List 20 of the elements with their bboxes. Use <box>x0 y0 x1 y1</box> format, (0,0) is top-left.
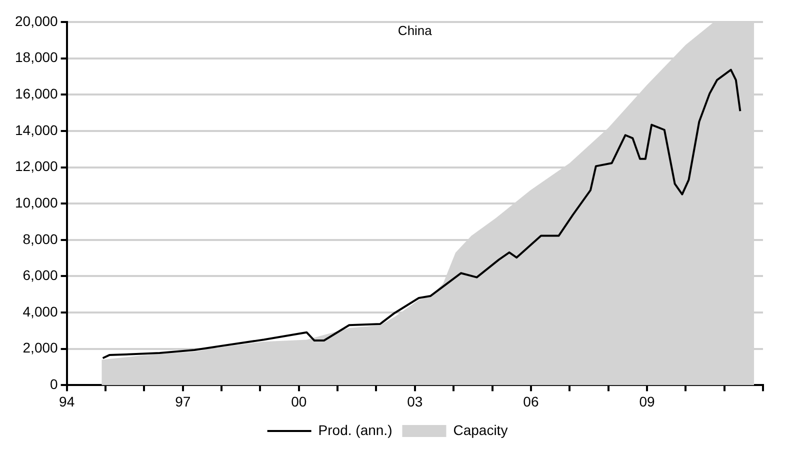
y-tick-label: 6,000 <box>22 267 58 284</box>
y-tick-label: 2,000 <box>22 340 58 356</box>
y-tick-label: 0 <box>50 376 58 392</box>
x-tick-label: 06 <box>523 393 539 410</box>
y-tick-label: 20,000 <box>14 12 58 29</box>
y-tick-label: 14,000 <box>14 122 58 138</box>
y-tick-label: 12,000 <box>14 158 58 174</box>
x-tick-label: 94 <box>59 393 75 410</box>
x-tick-label: 00 <box>291 393 307 410</box>
x-tick-label: 97 <box>175 393 191 410</box>
legend-label: Capacity <box>453 422 508 438</box>
y-tick-label: 8,000 <box>22 230 58 247</box>
y-tick-label: 10,000 <box>14 194 58 210</box>
chart-title: China <box>398 23 433 38</box>
y-tick-label: 4,000 <box>22 303 58 320</box>
x-tick-label: 03 <box>407 393 423 410</box>
y-tick-label: 18,000 <box>14 49 58 66</box>
legend-label: Prod. (ann.) <box>318 422 392 438</box>
x-tick-label: 09 <box>639 393 655 410</box>
y-tick-label: 16,000 <box>14 86 58 102</box>
